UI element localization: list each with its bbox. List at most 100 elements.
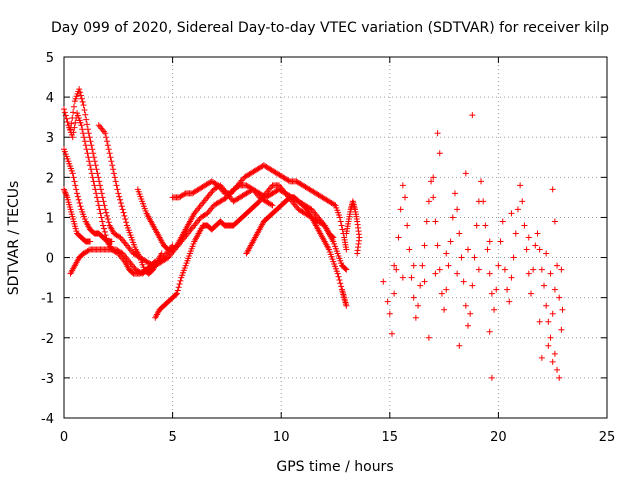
- data-point: [559, 306, 566, 313]
- data-point: [113, 182, 120, 189]
- data-point: [93, 166, 100, 173]
- data-point: [120, 209, 127, 216]
- data-point: [425, 334, 432, 341]
- data-point: [525, 270, 532, 277]
- data-point: [436, 266, 443, 273]
- data-point: [94, 194, 101, 201]
- data-point: [334, 270, 341, 277]
- data-point: [536, 318, 543, 325]
- data-point: [336, 277, 343, 284]
- data-point: [339, 226, 346, 233]
- data-point: [90, 154, 97, 161]
- data-point: [484, 246, 491, 253]
- data-point: [527, 290, 534, 297]
- data-point: [519, 198, 526, 205]
- data-point: [107, 154, 114, 161]
- data-point: [547, 334, 554, 341]
- data-point: [97, 210, 104, 217]
- y-tick-label: -2: [41, 332, 54, 347]
- data-point: [69, 114, 76, 121]
- data-point: [402, 194, 409, 201]
- data-point: [108, 238, 115, 245]
- data-point: [94, 198, 101, 205]
- data-point: [90, 150, 97, 157]
- data-point: [98, 214, 105, 221]
- data-point: [395, 234, 402, 241]
- data-point: [458, 254, 465, 261]
- data-point: [456, 230, 463, 237]
- data-point: [475, 266, 482, 273]
- data-point: [445, 262, 452, 269]
- data-point: [460, 278, 467, 285]
- data-point: [514, 206, 521, 213]
- data-point: [96, 178, 103, 185]
- data-point: [62, 112, 69, 119]
- data-point: [551, 218, 558, 225]
- data-point: [101, 228, 108, 235]
- data-point: [512, 230, 519, 237]
- data-point: [80, 102, 87, 109]
- data-point: [175, 284, 182, 291]
- data-point: [495, 262, 502, 269]
- data-point: [100, 222, 107, 229]
- data-point: [177, 277, 184, 284]
- data-point: [100, 225, 107, 232]
- data-point: [98, 190, 105, 197]
- data-point: [556, 374, 563, 381]
- y-axis-label: SDTVAR / TECUs: [6, 181, 22, 296]
- data-point: [84, 121, 91, 128]
- data-point: [451, 190, 458, 197]
- data-point: [549, 186, 556, 193]
- data-point: [486, 328, 493, 335]
- data-point: [534, 230, 541, 237]
- data-point: [158, 250, 165, 257]
- data-point: [404, 222, 411, 229]
- data-point: [554, 262, 561, 269]
- data-point: [72, 119, 79, 126]
- data-point: [412, 314, 419, 321]
- data-point: [92, 162, 99, 169]
- data-point: [94, 170, 101, 177]
- data-point: [547, 270, 554, 277]
- data-point: [70, 109, 77, 116]
- data-point: [441, 306, 448, 313]
- y-tick-label: 5: [46, 51, 54, 66]
- data-point: [447, 238, 454, 245]
- axis-ticks: 0 5 10 15 20 25 -4 -3 -2 -1 0 1 2 3 4 5: [41, 51, 615, 445]
- data-point: [105, 219, 112, 226]
- data-point: [89, 146, 96, 153]
- data-point: [530, 266, 537, 273]
- data-point: [68, 120, 75, 127]
- data-point: [79, 98, 86, 105]
- data-point: [456, 342, 463, 349]
- data-point: [508, 210, 515, 217]
- data-point: [104, 142, 111, 149]
- data-point: [99, 194, 106, 201]
- data-point: [80, 130, 87, 137]
- data-point: [510, 254, 517, 261]
- data-point: [536, 246, 543, 253]
- data-point: [430, 174, 437, 181]
- data-point: [81, 138, 88, 145]
- data-point: [525, 234, 532, 241]
- data-point: [61, 109, 68, 116]
- data-point: [176, 281, 183, 288]
- data-point: [87, 138, 94, 145]
- y-tick-label: 2: [46, 171, 54, 186]
- data-point: [110, 166, 117, 173]
- data-point: [508, 274, 515, 281]
- data-point: [391, 290, 398, 297]
- data-point: [467, 310, 474, 317]
- data-point: [551, 350, 558, 357]
- data-point: [72, 182, 79, 189]
- data-point: [436, 150, 443, 157]
- y-tick-label: 4: [46, 91, 54, 106]
- data-point: [335, 273, 342, 280]
- y-tick-label: 0: [46, 252, 54, 267]
- data-point: [556, 294, 563, 301]
- data-point: [103, 209, 110, 216]
- data-point: [393, 266, 400, 273]
- data-point: [119, 206, 126, 213]
- data-point: [454, 270, 461, 277]
- data-point: [449, 214, 456, 221]
